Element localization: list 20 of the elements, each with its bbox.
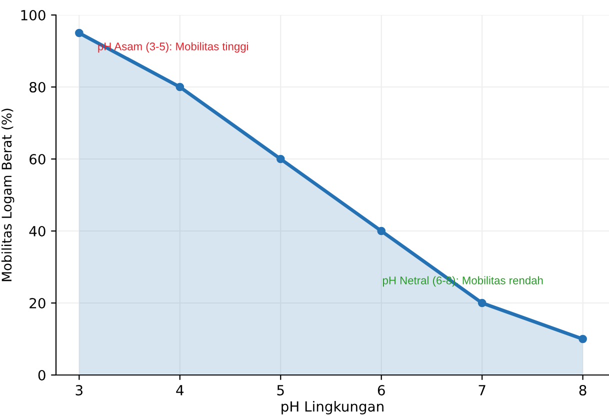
point [578, 334, 587, 344]
x-tick-label: 8 [579, 384, 586, 396]
x-tick-label: 3 [76, 384, 82, 396]
x-tick-label: 6 [378, 384, 385, 396]
y-tick-label: 20 [30, 298, 46, 308]
point [176, 82, 184, 92]
y-tick-label: 100 [21, 10, 46, 20]
point [276, 154, 285, 164]
x-tick-label: 5 [277, 385, 284, 396]
point [377, 226, 386, 236]
y-tick-label: 80 [30, 82, 46, 92]
x-tick-label: 4 [176, 385, 184, 396]
y-tick-label: 40 [29, 226, 46, 236]
y-tick-label: 60 [30, 154, 46, 164]
y-tick-label: 0 [38, 370, 46, 380]
x-tick-label: 7 [478, 385, 486, 396]
x-axis-title: pH Lingkungan [282, 400, 384, 414]
point [478, 298, 486, 308]
y-axis-title: Mobilitas Logam Berat (%) [1, 108, 14, 282]
point [75, 28, 84, 38]
